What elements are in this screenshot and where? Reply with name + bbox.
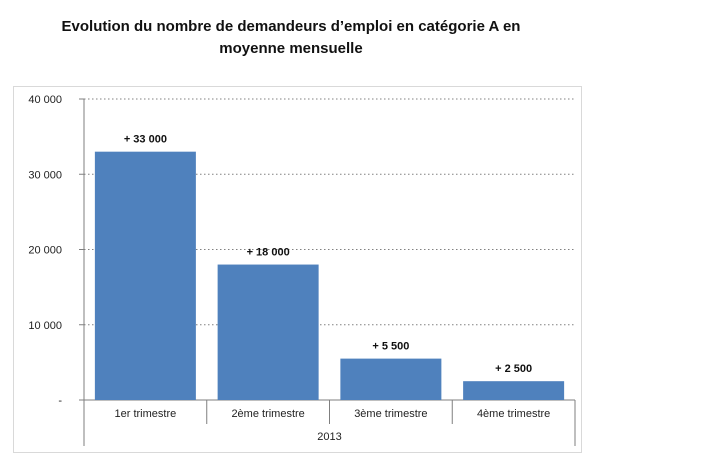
bar bbox=[217, 264, 319, 400]
x-tick-label: 2ème trimestre bbox=[231, 408, 304, 420]
chart-title-line-2: moyenne mensuelle bbox=[219, 40, 363, 57]
caption-cutoff bbox=[14, 463, 714, 475]
y-tick-label: 20 000 bbox=[28, 245, 62, 257]
chart-title: Evolution du nombre de demandeurs d’empl… bbox=[0, 16, 582, 60]
bar bbox=[94, 151, 196, 400]
y-tick-label: 40 000 bbox=[28, 94, 62, 106]
data-label: + 33 000 bbox=[124, 134, 167, 146]
bar bbox=[340, 358, 442, 400]
data-label: + 2 500 bbox=[495, 363, 532, 375]
x-tick-label: 3ème trimestre bbox=[354, 408, 427, 420]
x-group-label: 2013 bbox=[317, 431, 341, 443]
data-label: + 5 500 bbox=[372, 341, 409, 353]
x-tick-label: 4ème trimestre bbox=[477, 408, 550, 420]
chart-title-line-1: Evolution du nombre de demandeurs d’empl… bbox=[61, 18, 521, 35]
data-label: + 18 000 bbox=[247, 247, 290, 259]
x-tick-label: 1er trimestre bbox=[115, 408, 177, 420]
y-tick-label: 30 000 bbox=[28, 169, 62, 181]
bar bbox=[463, 381, 565, 400]
y-tick-label: 10 000 bbox=[28, 320, 62, 332]
y-tick-label: - bbox=[58, 395, 62, 407]
chart-frame bbox=[13, 86, 582, 453]
